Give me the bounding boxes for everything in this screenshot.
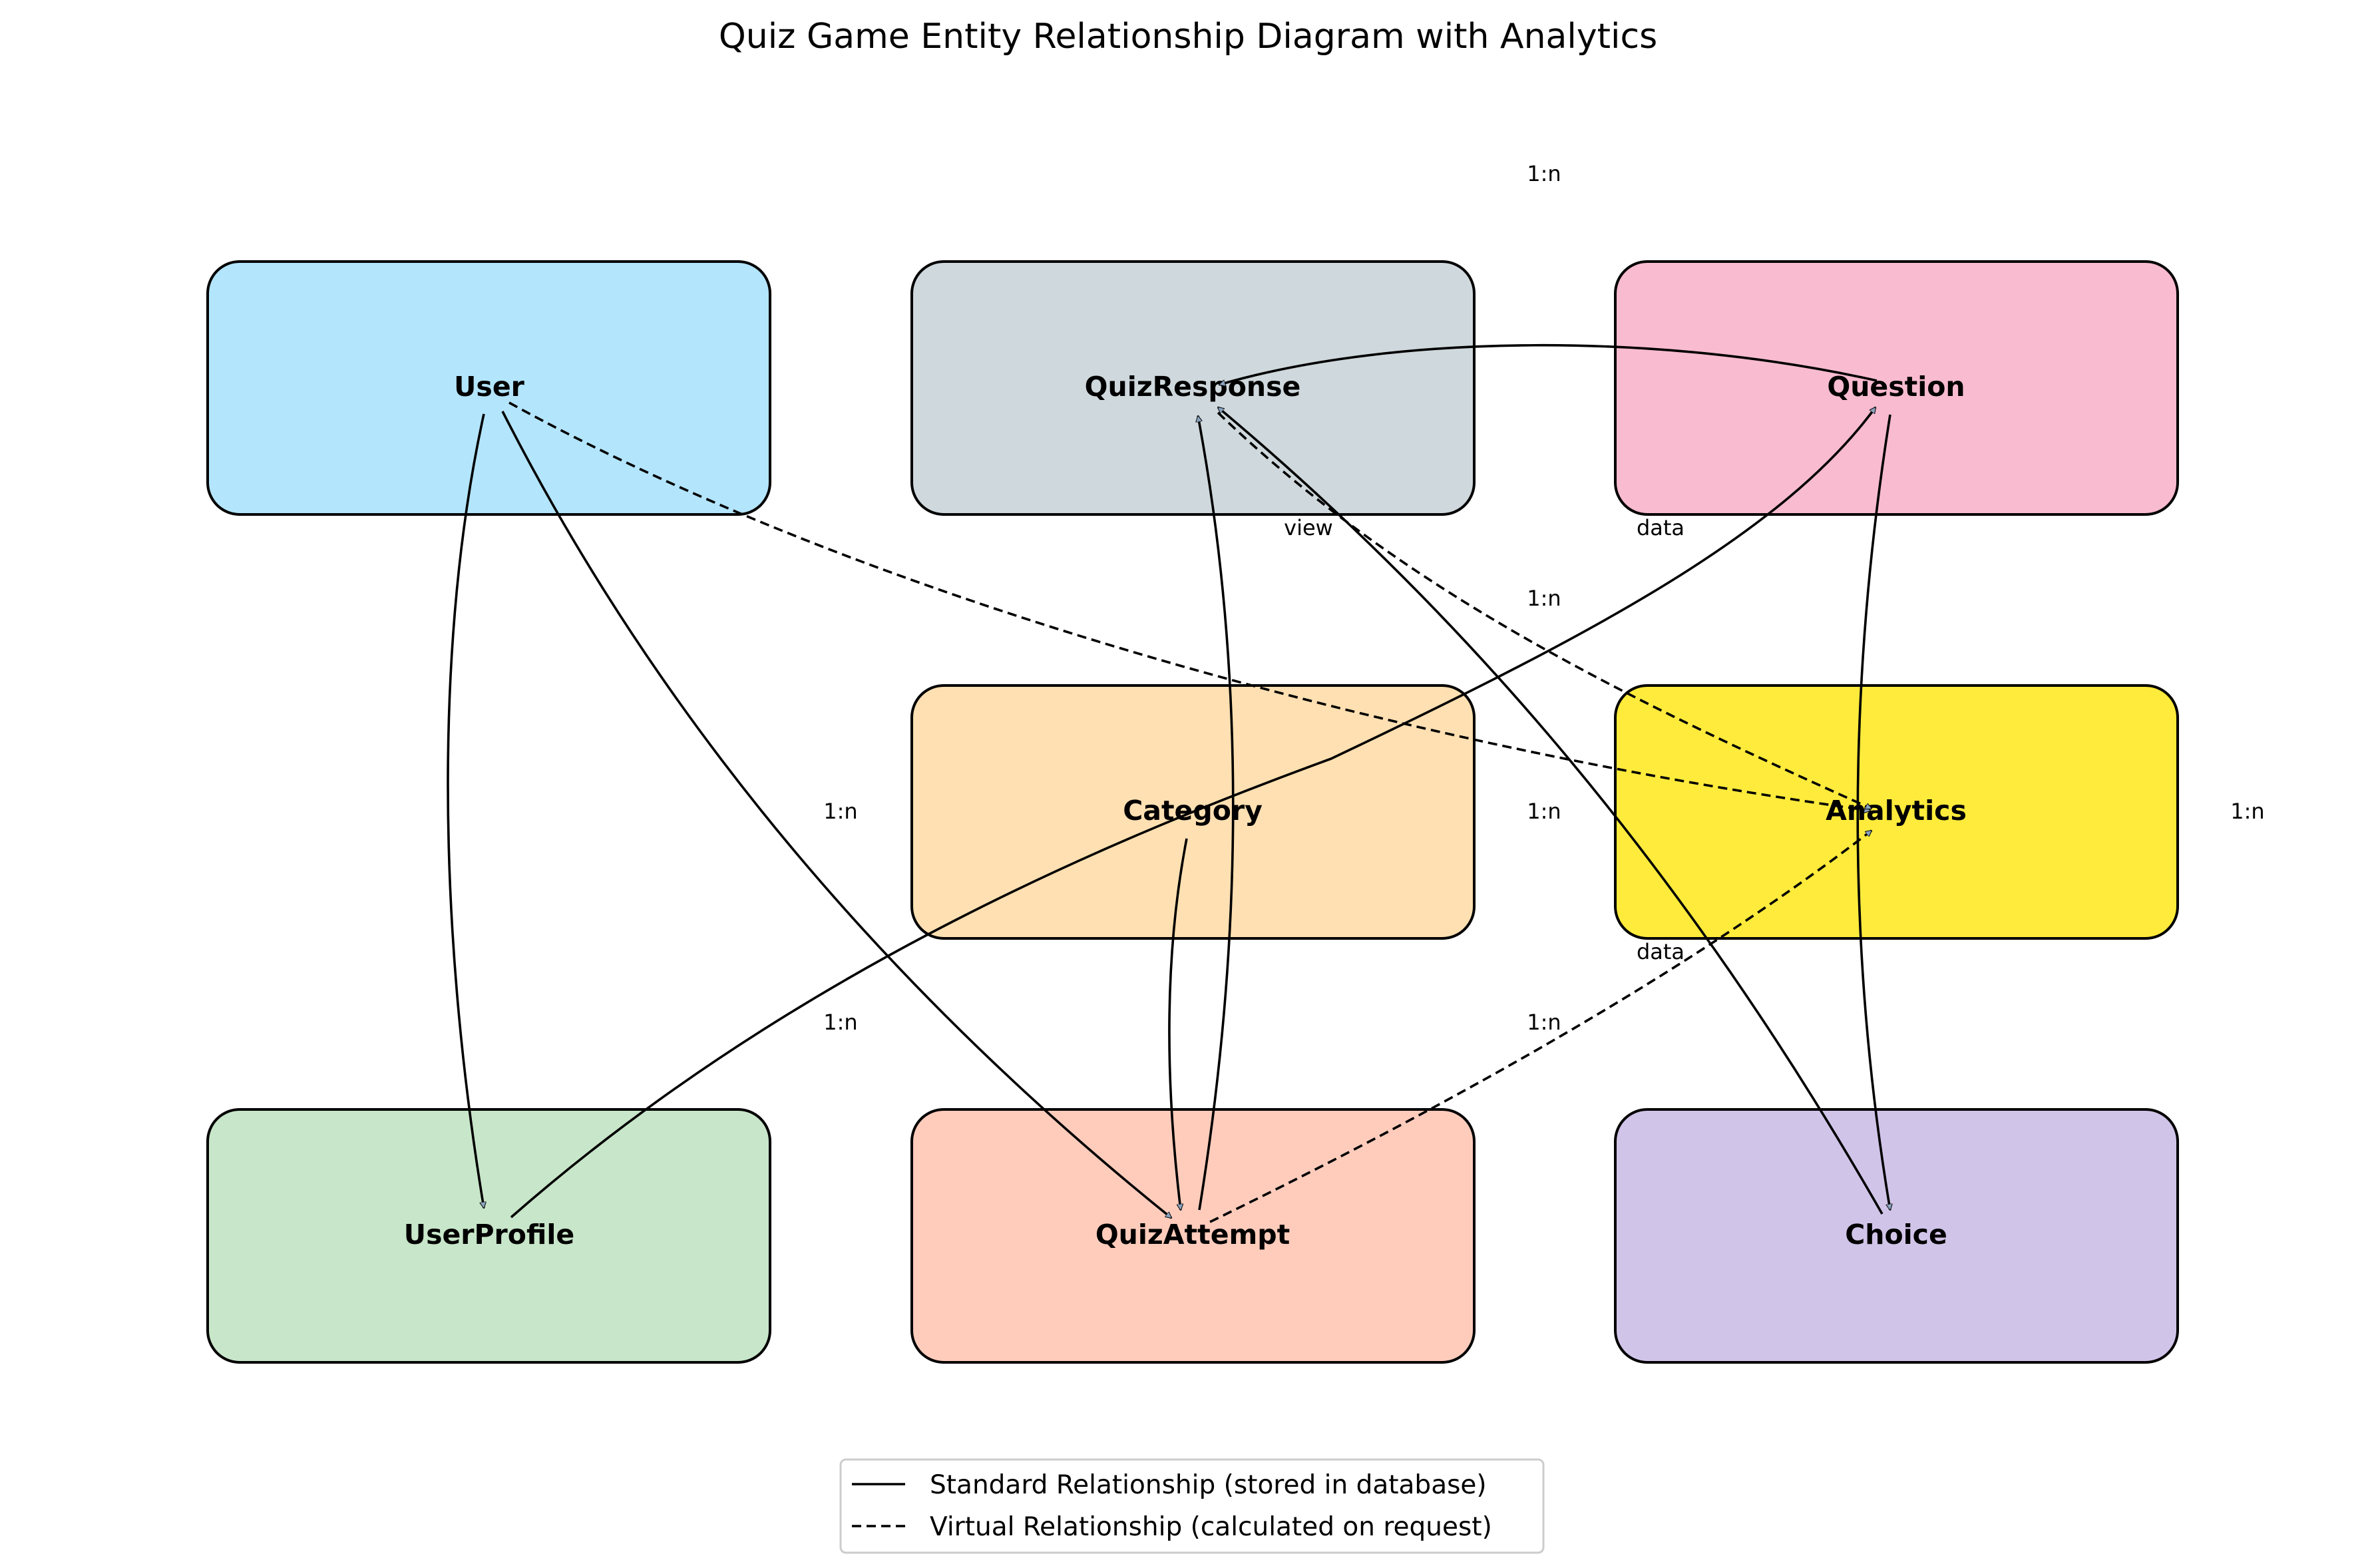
rel-label-data-upper: data xyxy=(1637,515,1684,540)
rel-label-center-lower-1n: 1:n xyxy=(1527,1010,1561,1035)
edge-choice-to-quizresponse xyxy=(1218,406,1883,1215)
entity-label-quizresponse: QuizResponse xyxy=(1085,371,1301,403)
edge-category-to-quizattempt xyxy=(1168,838,1188,1210)
entity-quizattempt[interactable]: QuizAttempt xyxy=(910,1108,1476,1364)
edge-quizattempt-to-analytics xyxy=(1209,829,1872,1223)
entity-label-quizattempt: QuizAttempt xyxy=(1095,1219,1290,1251)
legend-frame xyxy=(839,1458,1545,1554)
entity-choice[interactable]: Choice xyxy=(1614,1108,2179,1364)
entity-label-choice: Choice xyxy=(1845,1219,1947,1251)
entity-user[interactable]: User xyxy=(206,260,771,516)
entity-label-category: Category xyxy=(1123,795,1263,827)
rel-label-right-mid-1n: 1:n xyxy=(2230,799,2264,824)
entity-box-user xyxy=(206,260,771,516)
entity-label-analytics: Analytics xyxy=(1826,795,1967,827)
entity-box-quizattempt xyxy=(910,1108,1476,1364)
diagram-title: Quiz Game Entity Relationship Diagram wi… xyxy=(719,17,1657,57)
rel-label-view: view xyxy=(1284,515,1333,540)
entity-analytics[interactable]: Analytics xyxy=(1614,684,2179,940)
rel-label-top-1n: 1:n xyxy=(1527,161,1561,186)
legend-dashed-label: Virtual Relationship (calculated on requ… xyxy=(930,1512,1492,1542)
edge-user-to-analytics xyxy=(508,401,1870,811)
entity-label-userprofile: UserProfile xyxy=(404,1219,574,1251)
legend-solid-label: Standard Relationship (stored in databas… xyxy=(930,1470,1487,1500)
entity-box-analytics xyxy=(1614,684,2179,940)
entity-label-user: User xyxy=(454,371,525,403)
edge-quizresponse-to-analytics xyxy=(1217,411,1872,810)
entity-box-question xyxy=(1614,260,2179,516)
entity-box-userprofile xyxy=(206,1108,771,1364)
rel-label-left-lower-1n: 1:n xyxy=(823,1010,857,1035)
legend: Standard Relationship (stored in databas… xyxy=(839,1458,1545,1554)
rel-label-center-mid-1n: 1:n xyxy=(1527,799,1561,824)
rel-label-data-lower: data xyxy=(1637,939,1684,964)
entity-quizresponse[interactable]: QuizResponse xyxy=(910,260,1476,516)
edge-user-to-userprofile xyxy=(447,413,484,1208)
rel-label-mid-upper-1n: 1:n xyxy=(1527,586,1561,611)
edge-user-to-quizattempt xyxy=(501,411,1171,1219)
entity-box-quizresponse xyxy=(910,260,1476,516)
entity-box-choice xyxy=(1614,1108,2179,1364)
edge-question-to-quizresponse xyxy=(1219,343,1878,385)
edge-quizattempt-to-quizresponse xyxy=(1198,416,1235,1211)
edge-userprofile-to-question xyxy=(510,407,1877,1219)
entity-userprofile[interactable]: UserProfile xyxy=(206,1108,771,1364)
rel-label-left-mid-1n: 1:n xyxy=(823,799,857,824)
entity-question[interactable]: Question xyxy=(1614,260,2179,516)
